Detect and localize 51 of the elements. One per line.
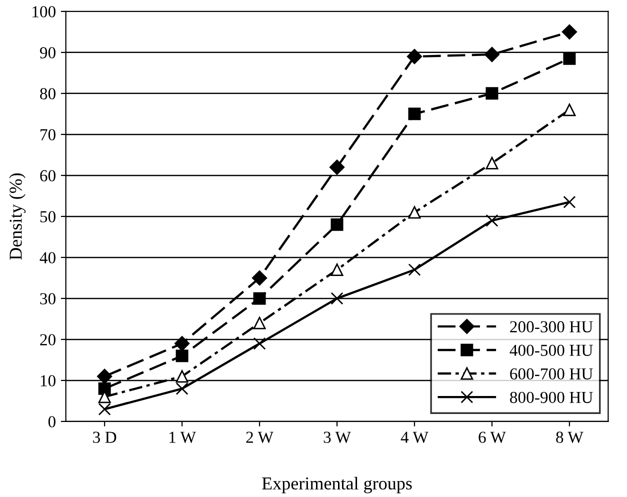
point xyxy=(562,24,578,40)
y-tick-label: 70 xyxy=(40,129,56,140)
x-tick-label: 3 D xyxy=(93,432,116,443)
y-axis-title: Density (%) xyxy=(9,173,26,260)
point xyxy=(563,104,576,116)
y-tick-label: 80 xyxy=(40,88,56,100)
y-tick-label: 30 xyxy=(40,293,56,304)
point xyxy=(408,206,421,219)
point xyxy=(176,382,188,395)
point xyxy=(486,87,498,100)
point xyxy=(252,270,268,286)
point xyxy=(253,316,266,330)
y-tick-label: 0 xyxy=(48,416,56,428)
point xyxy=(486,156,498,170)
point xyxy=(330,218,344,231)
legend-label: 400-500 HU xyxy=(510,344,593,356)
point xyxy=(174,336,190,352)
point xyxy=(406,48,422,64)
point xyxy=(98,382,111,395)
x-tick-label: 2 W xyxy=(246,432,274,443)
x-tick-label: 1 W xyxy=(170,432,196,443)
legend-label: 800-900 HU xyxy=(510,392,593,404)
legend-label: 600-700 HU xyxy=(510,368,593,380)
y-tick-label: 90 xyxy=(40,47,56,58)
point xyxy=(253,292,266,305)
point xyxy=(97,368,112,384)
y-tick-label: 40 xyxy=(40,252,56,264)
point xyxy=(176,370,188,383)
point xyxy=(98,402,111,416)
y-tick-label: 100 xyxy=(32,6,56,18)
point xyxy=(486,214,498,227)
point xyxy=(329,160,345,175)
point xyxy=(563,196,576,208)
point xyxy=(330,292,344,305)
point xyxy=(408,263,421,276)
x-tick-label: 6 W xyxy=(478,432,506,443)
point xyxy=(563,52,576,65)
y-tick-label: 60 xyxy=(40,170,56,182)
point xyxy=(176,350,188,362)
x-tick-label: 8 W xyxy=(556,432,584,443)
x-tick-label: 4 W xyxy=(400,432,428,443)
legend-label: 200-300 HU xyxy=(510,321,593,332)
x-tick-label: 3 W xyxy=(324,432,351,443)
y-tick-label: 50 xyxy=(40,211,56,222)
point xyxy=(484,46,500,62)
point xyxy=(330,263,344,276)
x-axis-title: Experimental groups xyxy=(262,476,412,494)
point xyxy=(408,108,421,120)
y-tick-label: 20 xyxy=(40,334,56,346)
point xyxy=(253,337,266,350)
y-tick-label: 10 xyxy=(40,375,56,386)
